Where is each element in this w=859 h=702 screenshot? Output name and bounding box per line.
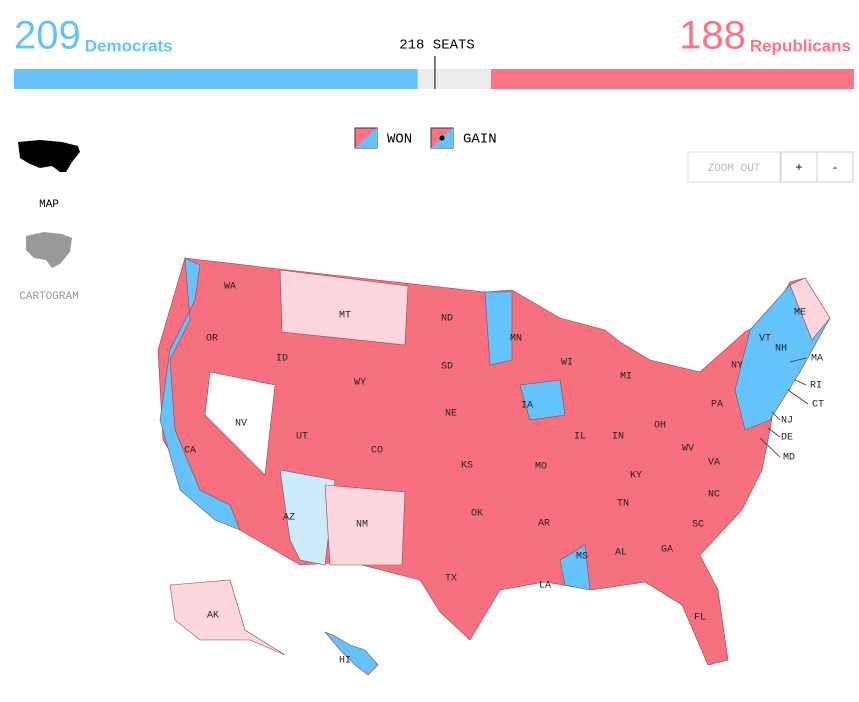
leader-line	[767, 427, 781, 438]
state-label: AL	[615, 548, 627, 559]
state-label: DE	[781, 433, 793, 444]
state-label: NJ	[781, 416, 793, 427]
rep-label: Republicans	[750, 36, 851, 55]
state-label: PA	[711, 400, 723, 411]
state-labels: WA OR CA NV ID MT WY UT AZ CO NM ND SD NE KS OK TX MN IA MO…	[184, 282, 824, 667]
state-label: OH	[654, 421, 666, 432]
view-option[interactable]: CARTOGRAM	[19, 291, 78, 303]
alaska	[169, 579, 286, 656]
state-label: NM	[356, 520, 368, 531]
leader-line	[787, 389, 809, 405]
leader-line	[759, 437, 781, 458]
legend-gain: GAIN	[430, 127, 497, 149]
state-label: NE	[445, 409, 457, 420]
state-label: KS	[461, 461, 473, 472]
state-label: NY	[731, 361, 743, 372]
state-label: VA	[708, 458, 720, 469]
state-label: WV	[682, 444, 694, 455]
state-label: HI	[339, 656, 351, 667]
state-label: KY	[630, 471, 642, 482]
state-label: WA	[224, 282, 236, 293]
state-label: WY	[354, 378, 366, 389]
state-label: NC	[708, 490, 720, 501]
map	[157, 257, 831, 676]
dem-count: 209	[14, 14, 81, 58]
dem-districts	[559, 544, 591, 591]
map-icon[interactable]	[18, 140, 80, 172]
state-label: WI	[561, 358, 573, 369]
state-label: CT	[812, 400, 824, 411]
state-fill	[279, 469, 336, 566]
rep-seat-bar	[490, 69, 854, 89]
state-label: FL	[694, 613, 706, 624]
state-label: SD	[441, 362, 453, 373]
legend-label: GAIN	[463, 132, 497, 148]
dem-districts	[484, 291, 513, 366]
legend-label: WON	[387, 132, 412, 148]
zoom-out-button[interactable]	[687, 151, 781, 183]
state-label: MA	[811, 354, 823, 365]
state-label: CO	[371, 446, 383, 457]
legend-dot	[439, 135, 445, 141]
majority-label: 218 SEATS	[399, 38, 475, 54]
state-label: IL	[574, 432, 586, 443]
state-label: SC	[692, 520, 704, 531]
state-label: LA	[539, 581, 551, 592]
dem-districts-west-coast	[159, 257, 241, 531]
state-fill	[204, 371, 276, 476]
state-label: MS	[576, 552, 588, 563]
state-label: OR	[206, 334, 218, 345]
state-label: MO	[535, 462, 547, 473]
state-label: MI	[620, 372, 632, 383]
state-label: ND	[441, 314, 453, 325]
state-label: MT	[339, 311, 351, 322]
state-fill	[324, 484, 406, 566]
zoom-in-label[interactable]: +	[795, 161, 802, 175]
contiguous-us	[157, 257, 831, 666]
state-label: ID	[276, 354, 288, 365]
state-label: UT	[296, 432, 308, 443]
state-fill	[789, 277, 831, 341]
state-label: AK	[207, 611, 219, 622]
legend-won: WON	[354, 127, 412, 149]
state-label: AZ	[283, 513, 295, 524]
state-label: MD	[783, 453, 795, 464]
state-label: IN	[612, 432, 624, 443]
state-label: GA	[661, 545, 673, 556]
state-label: TX	[445, 574, 457, 585]
zoom-out-label[interactable]: ZOOM OUT	[708, 163, 761, 175]
state-label: OK	[471, 509, 483, 520]
leader-line	[771, 411, 781, 421]
cartogram-icon[interactable]	[26, 232, 72, 268]
dem-districts	[519, 379, 566, 421]
state-label: NV	[235, 419, 247, 430]
leader-line	[794, 379, 807, 386]
hawaii	[324, 631, 379, 676]
state-label: ME	[794, 308, 806, 319]
rep-count: 188	[679, 14, 746, 58]
state-label: NH	[775, 344, 787, 355]
state-label: VT	[759, 334, 771, 345]
state-label: AR	[538, 519, 550, 530]
view-option[interactable]: MAP	[39, 199, 59, 211]
state-label: MN	[510, 334, 522, 345]
dem-seat-bar	[14, 69, 418, 89]
legend-swatch-half	[355, 128, 377, 148]
state-label: CA	[184, 446, 196, 457]
dem-label: Democrats	[85, 36, 173, 55]
state-label: TN	[617, 499, 629, 510]
zoom-minus-button[interactable]	[816, 151, 854, 183]
state-fill	[279, 269, 409, 346]
zoom-minus-label[interactable]: -	[831, 161, 838, 175]
state-label: RI	[810, 381, 822, 392]
state-label: IA	[521, 401, 533, 412]
leader-line	[789, 357, 807, 363]
